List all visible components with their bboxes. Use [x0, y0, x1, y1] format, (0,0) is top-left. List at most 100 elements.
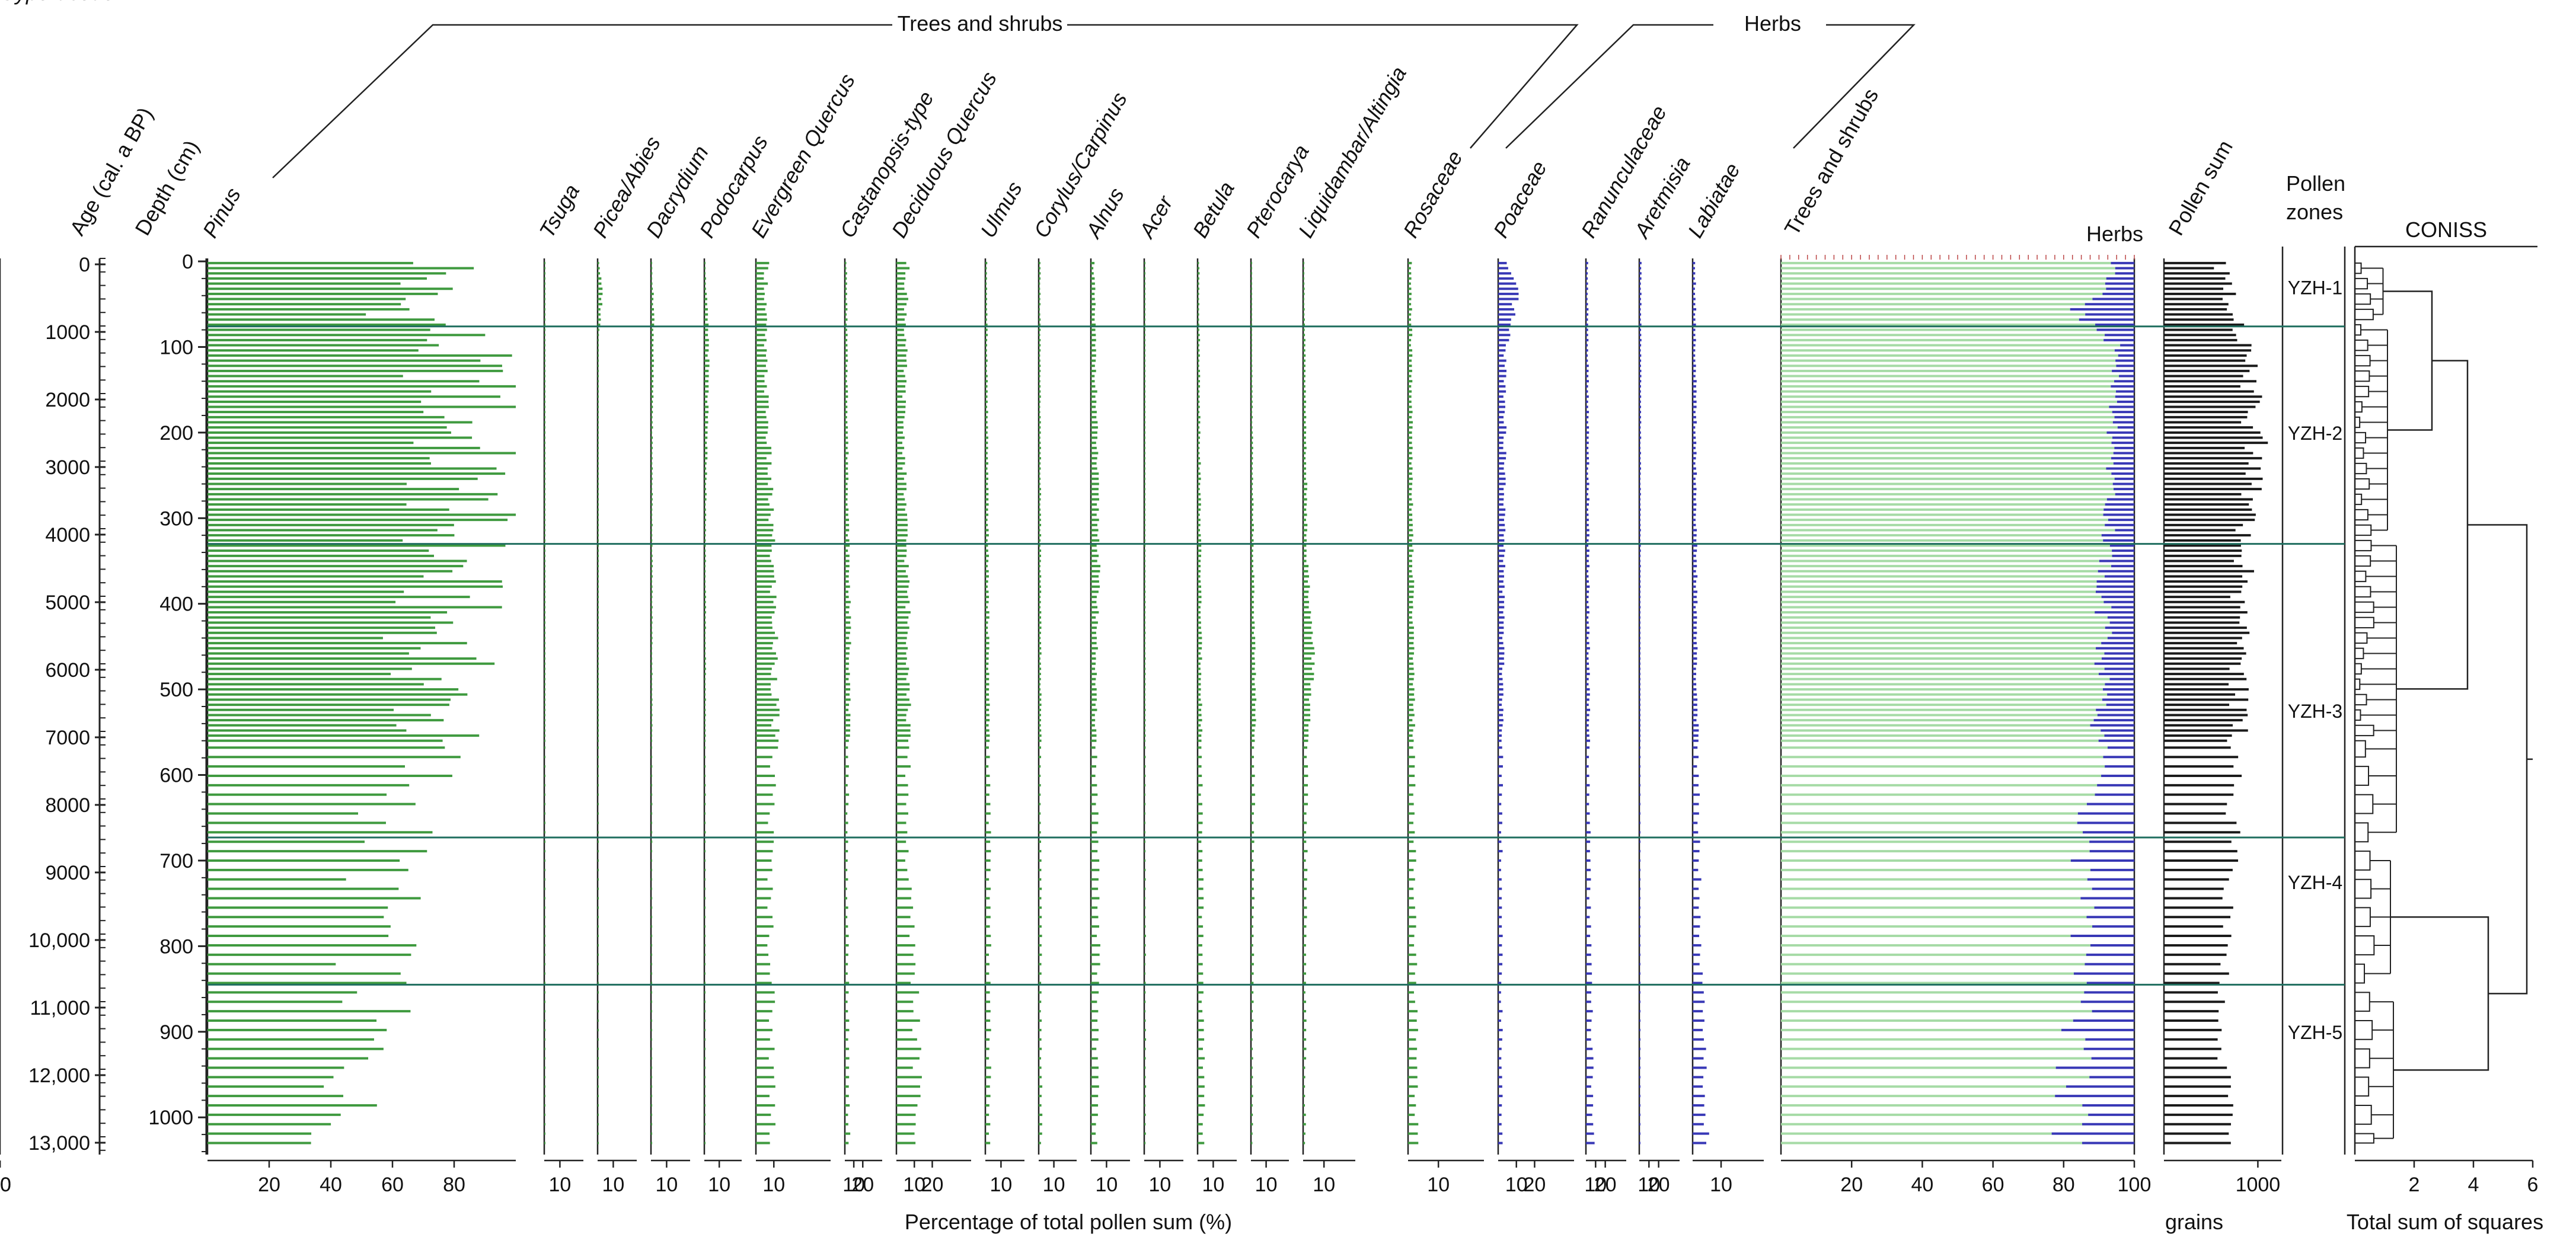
zone-label: YZH-4	[2288, 872, 2342, 893]
depth-tick-label: 800	[159, 935, 193, 958]
zones-title-1: Pollen	[2286, 171, 2345, 196]
coniss-leaf-cluster	[2355, 462, 2367, 475]
coniss-leaf-cluster	[2355, 555, 2371, 567]
taxon-panel-labiatae: Labiatae 10	[1683, 159, 1764, 1196]
age-tick-label: 12,000	[28, 1064, 90, 1087]
taxon-x-tick-label: 20	[0, 1174, 11, 1196]
taxon-x-tick-label: 10	[1043, 1174, 1065, 1196]
coniss-leaf-cluster	[2355, 509, 2368, 521]
coniss-leaf-cluster	[2355, 632, 2368, 644]
depth-axis: 0 100 200 300 400 500 600 700 800 900 1000	[148, 251, 208, 1155]
depth-tick-label: 900	[159, 1021, 193, 1044]
taxon-x-tick-label: 10	[842, 1174, 865, 1196]
summary-x-tick-label: 60	[1982, 1174, 2004, 1196]
depth-tick-label: 100	[159, 336, 193, 359]
coniss-x-tick-label: 4	[2468, 1174, 2479, 1196]
zone-label: YZH-5	[2288, 1022, 2342, 1043]
taxon-panel-betula: Betula 10	[1188, 177, 1239, 1196]
taxon-panel-alnus: Alnus 10	[1080, 184, 1130, 1196]
coniss-leaf-cluster	[2355, 851, 2371, 871]
coniss-leaf-cluster	[2355, 293, 2371, 305]
taxon-label: Cyperaceae	[0, 0, 115, 5]
taxon-x-tick-label: 10	[1637, 1174, 1660, 1196]
coniss-leaf-cluster	[2355, 262, 2362, 274]
taxon-x-tick-label: 10	[1255, 1174, 1278, 1196]
taxon-x-tick-label: 10	[548, 1174, 571, 1196]
coniss-leaf-cluster	[2355, 1048, 2370, 1069]
taxon-x-tick-label: 10	[1427, 1174, 1450, 1196]
depth-tick-label: 300	[159, 507, 193, 530]
taxon-label: Ulmus	[975, 177, 1027, 242]
taxon-label: Acer	[1134, 191, 1178, 243]
taxon-x-tick-label: 10	[1710, 1174, 1732, 1196]
pollen-sum-title: Pollen sum	[2163, 136, 2237, 239]
taxon-panel-pinus: Pinus 20 40 60 80	[197, 184, 516, 1196]
coniss-x-tick-label: 2	[2409, 1174, 2420, 1196]
taxon-label: Tsuga	[534, 180, 584, 242]
group-label-herbs: Herbs	[1744, 11, 1801, 36]
taxon-x-tick-label: 10	[1313, 1174, 1335, 1196]
taxon-x-tick-label: 10	[1148, 1174, 1171, 1196]
summary-x-tick-label: 80	[2052, 1174, 2075, 1196]
taxon-panel-ulmus: Ulmus 10	[975, 177, 1027, 1196]
coniss-leaf-cluster	[2355, 385, 2370, 398]
trees-header-line-left	[272, 24, 892, 178]
taxon-panel-tsuga: Tsuga 10	[534, 180, 584, 1196]
coniss-x-tick-label: 6	[2527, 1174, 2539, 1196]
age-tick-label: 11,000	[30, 997, 90, 1019]
coniss-xlabel: Total sum of squares	[2347, 1210, 2543, 1234]
group-header-lines	[272, 24, 1916, 178]
coniss-leaf-cluster	[2355, 339, 2368, 351]
zone-label: YZH-3	[2288, 701, 2342, 722]
coniss-node-lower	[2390, 916, 2489, 1071]
coniss-leaf-cluster	[2355, 539, 2372, 552]
trees-header-line-right	[1067, 24, 1579, 149]
taxon-label: Castanopsis-type	[835, 87, 939, 242]
age-tick-label: 4000	[45, 524, 90, 546]
taxon-x-tick-label: 80	[443, 1174, 465, 1196]
summary-x-tick-label: 40	[1911, 1174, 1933, 1196]
depth-tick-label: 500	[159, 679, 193, 701]
depth-tick-label: 400	[159, 593, 193, 616]
depth-tick-label: 600	[159, 765, 193, 787]
coniss-leaf-cluster	[2355, 822, 2369, 843]
zone-boundary-lines	[208, 325, 2345, 986]
taxon-x-tick-label: 10	[708, 1174, 730, 1196]
herbs-header-line-right	[1793, 24, 1916, 149]
coniss-leaf-cluster	[2355, 570, 2367, 583]
coniss-leaf-cluster	[2355, 794, 2374, 814]
depth-axis-title: Depth (cm)	[130, 136, 204, 239]
taxon-x-tick-label: 20	[1648, 1174, 1670, 1196]
summary-x-tick-label: 20	[1840, 1174, 1863, 1196]
depth-tick-label: 700	[159, 850, 193, 872]
taxon-label: Alnus	[1080, 184, 1129, 243]
coniss-leaf-cluster	[2355, 907, 2371, 928]
pollen-sum-panel: 1000	[2163, 258, 2281, 1196]
taxon-label: Betula	[1188, 177, 1239, 242]
coniss-leaf-cluster	[2355, 277, 2368, 290]
taxon-label: Pinus	[197, 184, 245, 242]
age-tick-label: 0	[79, 254, 90, 276]
group-header-trees: Trees and shrubs	[898, 11, 1063, 36]
age-tick-label: 13,000	[28, 1132, 90, 1155]
taxon-x-tick-label: 20	[921, 1174, 944, 1196]
coniss-leaf-cluster	[2355, 431, 2367, 444]
taxon-x-tick-label: 20	[851, 1174, 874, 1196]
coniss-leaf-cluster	[2355, 308, 2374, 321]
coniss-leaf-cluster	[2355, 586, 2371, 598]
taxon-x-tick-label: 10	[655, 1174, 678, 1196]
age-tick-label: 3000	[45, 456, 90, 479]
coniss-leaf-cluster	[2355, 1020, 2373, 1040]
herbs-header-line-left	[1505, 24, 1713, 149]
group-label-trees: Trees and shrubs	[898, 11, 1063, 36]
coniss-leaf-cluster	[2355, 601, 2374, 613]
coniss-node-upper	[2383, 290, 2433, 431]
coniss-leaf-cluster	[2355, 524, 2372, 536]
summary-x-tick-label: 100	[2118, 1174, 2152, 1196]
coniss-leaf-cluster	[2355, 935, 2375, 955]
pollen-sum-unit: grains	[2165, 1210, 2223, 1234]
